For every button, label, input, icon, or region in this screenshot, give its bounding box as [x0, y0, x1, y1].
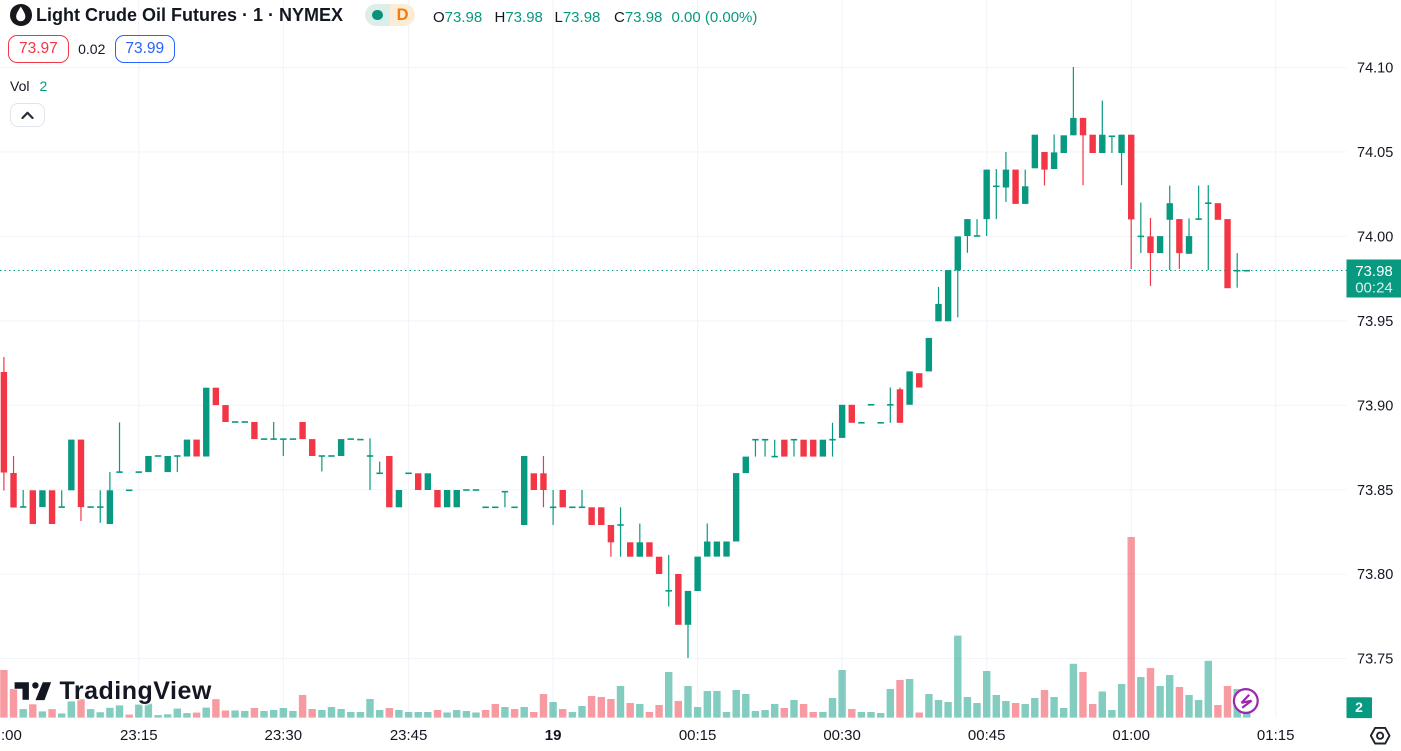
- svg-text:00:15: 00:15: [679, 727, 717, 744]
- svg-text:73.90: 73.90: [1357, 398, 1393, 414]
- svg-text:00:24: 00:24: [1355, 280, 1393, 297]
- svg-text:01:15: 01:15: [1257, 727, 1295, 744]
- svg-text:01:00: 01:00: [1112, 727, 1150, 744]
- svg-text:74.10: 74.10: [1357, 61, 1393, 77]
- svg-text:74.05: 74.05: [1357, 145, 1393, 161]
- svg-text:74.00: 74.00: [1357, 229, 1393, 245]
- svg-text:73.75: 73.75: [1357, 652, 1393, 668]
- svg-text:00:30: 00:30: [823, 727, 861, 744]
- svg-text::00: :00: [1, 727, 22, 744]
- svg-text:19: 19: [545, 727, 562, 744]
- svg-text:73.85: 73.85: [1357, 483, 1393, 499]
- svg-text:73.98: 73.98: [1355, 263, 1393, 280]
- svg-text:23:30: 23:30: [265, 727, 303, 744]
- svg-text:00:45: 00:45: [968, 727, 1006, 744]
- svg-text:23:15: 23:15: [120, 727, 158, 744]
- svg-text:2: 2: [1355, 699, 1363, 715]
- svg-text:23:45: 23:45: [390, 727, 428, 744]
- svg-text:73.80: 73.80: [1357, 567, 1393, 583]
- svg-text:73.95: 73.95: [1357, 314, 1393, 330]
